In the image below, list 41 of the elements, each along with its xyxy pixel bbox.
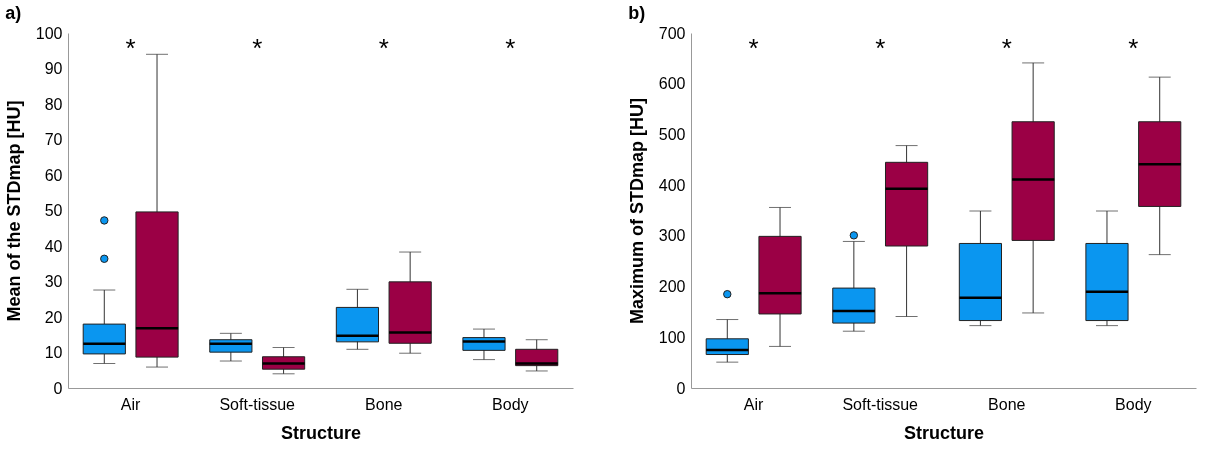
x-tick-label: Air — [120, 395, 142, 413]
x-tick-label: Body — [1115, 395, 1152, 413]
y-tick-label: 20 — [44, 308, 63, 326]
y-tick-label: 40 — [44, 237, 63, 255]
y-tick-label: 100 — [35, 24, 63, 42]
y-tick-label: 90 — [44, 60, 63, 77]
annotation: * — [875, 33, 886, 63]
y-tick-label: 700 — [658, 24, 686, 42]
x-axis-title: Structure — [903, 422, 985, 443]
y-axis-title: Mean of the STDmap [HU] — [3, 100, 24, 322]
y-tick-label: 300 — [658, 227, 686, 245]
annotation: * — [252, 33, 263, 63]
x-axis-title: Structure — [280, 422, 362, 443]
x-tick-label: Soft-tissue — [842, 395, 919, 413]
y-tick-label: 100 — [658, 328, 686, 346]
annotation: * — [1001, 33, 1012, 63]
y-tick-label: 30 — [44, 273, 63, 290]
y-tick-label: 600 — [658, 75, 686, 93]
x-tick-label: Air — [743, 395, 765, 413]
annotation: * — [125, 33, 136, 63]
annotation: * — [1128, 33, 1139, 63]
x-tick-label: Bone — [988, 395, 1026, 413]
y-tick-label: 80 — [44, 95, 63, 113]
x-tick-label: Soft-tissue — [219, 395, 296, 413]
y-tick-label: 70 — [44, 131, 63, 148]
x-tick-label: Bone — [365, 395, 403, 413]
chart-title: b) — [628, 3, 646, 23]
y-axis-title: Maximum of STDmap [HU] — [626, 97, 647, 325]
y-tick-label: 0 — [676, 379, 686, 397]
chart-title: a) — [5, 3, 22, 23]
y-tick-label: 500 — [658, 125, 686, 143]
y-tick-label: 400 — [658, 176, 686, 194]
annotation: * — [505, 33, 516, 63]
y-tick-label: 200 — [658, 278, 686, 296]
annotation: * — [748, 33, 759, 63]
annotation: * — [378, 33, 389, 63]
y-tick-label: 0 — [53, 379, 63, 397]
x-tick-label: Body — [492, 395, 529, 413]
y-tick-label: 60 — [44, 166, 63, 184]
y-tick-label: 50 — [44, 202, 63, 219]
y-tick-label: 10 — [44, 344, 63, 361]
